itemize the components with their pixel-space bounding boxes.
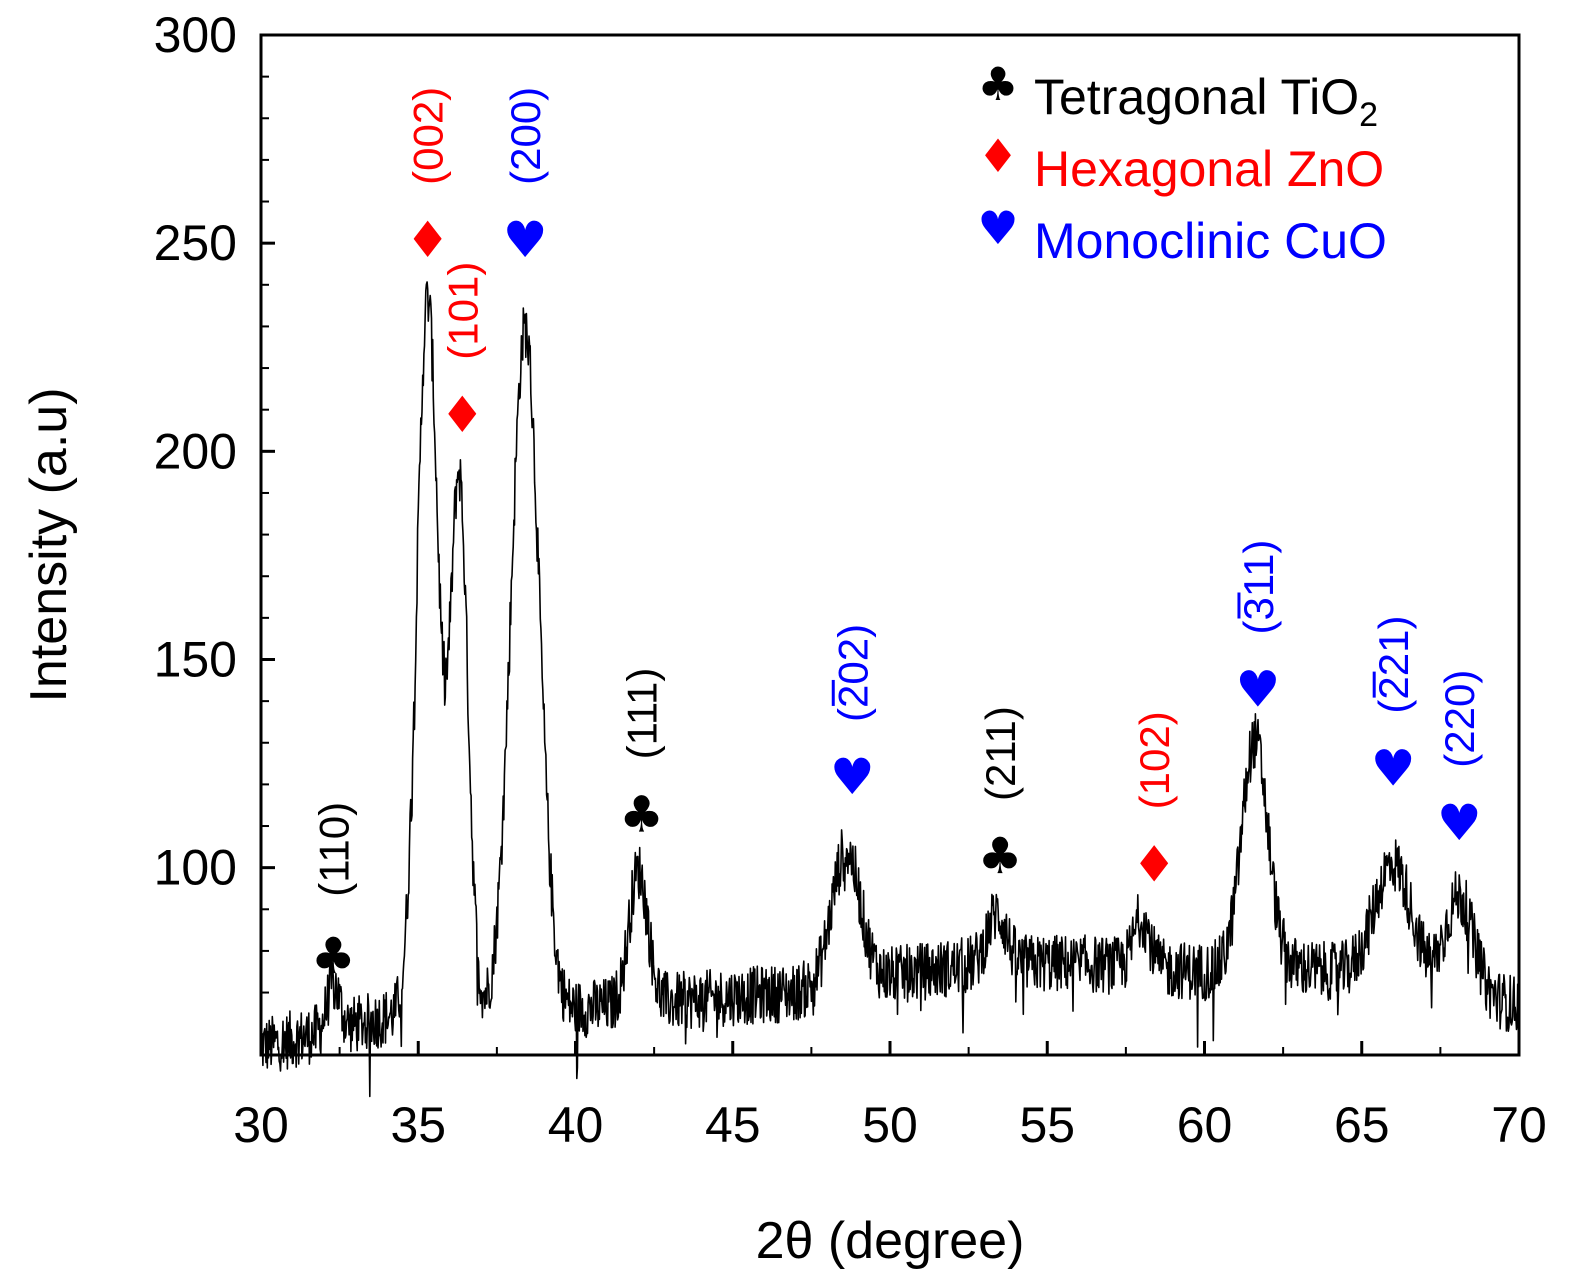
peak-hkl-label: (102) [1131,711,1178,809]
y-ticks: 100 150 200 250 300 [154,7,275,1036]
club-icon: ♣ [977,57,1018,111]
legend-label-text: Tetragonal TiO [1034,69,1359,125]
diamond-icon: ♦ [977,129,1018,183]
x-ticks: 30 35 40 45 50 55 60 65 70 [233,1041,1547,1153]
legend-label-text: Monoclinic CuO [1034,213,1387,269]
heart-icon: ♥ [1371,740,1416,798]
peak-annotation: ♦ (102) [1131,711,1178,893]
peak-annotation: ♥ (220) [1436,670,1483,852]
peak-annotation: ♣ (211) [977,706,1024,885]
club-icon: ♣ [619,786,664,844]
legend-item: ♦ Hexagonal ZnO [977,129,1384,197]
peak-annotation: ♥ (202) [829,624,876,806]
peak-hkl-label: (002) [405,87,452,185]
legend-label: Tetragonal TiO2 [1034,69,1378,134]
peak-hkl-label: (202) [829,624,876,722]
peak-annotation: ♥ (311) [1235,540,1282,719]
peak-annotation: ♣ (111) [619,668,666,844]
peak-annotation: ♥ (221) [1370,616,1417,798]
legend-label: Hexagonal ZnO [1034,141,1384,197]
heart-icon: ♥ [1437,794,1482,852]
x-tick-label: 35 [390,1097,446,1153]
x-tick-label: 65 [1334,1097,1390,1153]
x-tick-label: 40 [548,1097,604,1153]
y-tick-label: 150 [154,631,237,687]
y-axis-title: Intensity (a.u) [20,387,78,702]
x-tick-label: 50 [862,1097,918,1153]
heart-icon: ♥ [1236,661,1281,719]
peak-annotation: ♦ (101) [439,262,486,444]
y-tick-label: 200 [154,423,237,479]
peak-annotations: ♣(110)♦(002)♦(101)♥(200)♣(111)♥(202)♣(21… [310,87,1483,985]
y-tick-label: 250 [154,215,237,271]
legend-item: ♥ Monoclinic CuO [977,201,1387,269]
x-tick-label: 45 [705,1097,761,1153]
peak-annotation: ♥ (200) [502,87,549,269]
legend-label: Monoclinic CuO [1034,213,1387,269]
xrd-trace [260,281,1520,1098]
peak-hkl-label: (110) [310,802,357,897]
peak-annotation: ♦ (002) [405,87,452,269]
x-axis-title: 2θ (degree) [756,1212,1025,1270]
x-tick-label: 30 [233,1097,289,1153]
club-icon: ♣ [311,927,356,985]
heart-icon: ♥ [977,201,1018,255]
x-tick-label: 55 [1019,1097,1075,1153]
peak-hkl-label: (101) [439,262,486,360]
peak-hkl-label: (200) [502,87,549,185]
x-tick-label: 60 [1177,1097,1233,1153]
y-tick-label: 100 [154,840,237,896]
peak-hkl-label: (111) [619,668,666,760]
legend-label-subscript: 2 [1359,96,1378,134]
peak-hkl-label: (311) [1235,540,1282,635]
diamond-icon: ♦ [440,386,485,444]
x-tick-label: 70 [1491,1097,1547,1153]
diamond-icon: ♦ [405,211,450,269]
y-tick-label: 300 [154,7,237,63]
club-icon: ♣ [978,827,1023,885]
peak-annotation: ♣ (110) [310,802,357,985]
legend-label-text: Hexagonal ZnO [1034,141,1384,197]
diamond-icon: ♦ [1132,835,1177,893]
heart-icon: ♥ [503,211,548,269]
legend-item: ♣ Tetragonal TiO2 [977,57,1378,134]
legend: ♣ Tetragonal TiO2 ♦ Hexagonal ZnO ♥ Monoclini… [977,57,1387,269]
peak-hkl-label: (221) [1370,616,1417,714]
peak-hkl-label: (220) [1436,670,1483,768]
peak-hkl-label: (211) [977,706,1024,801]
heart-icon: ♥ [830,748,875,806]
trace-layer [260,281,1520,1098]
